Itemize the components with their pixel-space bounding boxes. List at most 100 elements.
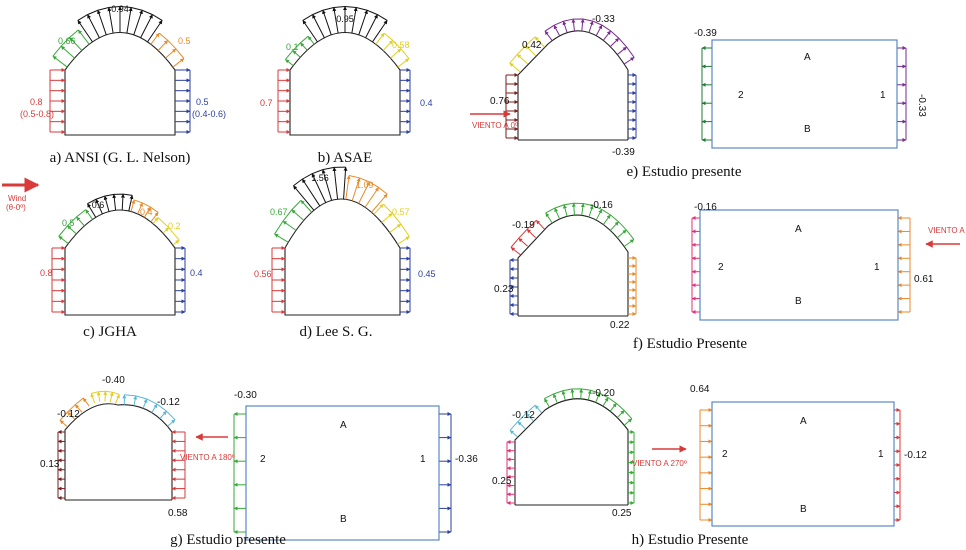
pressure-arrow [602, 397, 609, 407]
panel-f-wall-value: 0.23 [494, 284, 514, 295]
pressure-arrow [293, 185, 315, 211]
pressure-arrow [579, 388, 584, 399]
pressure-arrow [602, 30, 612, 41]
pressure-envelope [509, 404, 536, 431]
pressure-arrow [67, 411, 76, 420]
pressure-arrow [128, 194, 134, 212]
pressure-arrow [562, 20, 568, 33]
panel-g-plan [245, 405, 440, 541]
panel-f-top-value: -0.16 [590, 200, 613, 211]
panel-d-top-value: 1.56 [311, 173, 329, 183]
panel-f-caption: f) Estudio Presente [633, 336, 747, 352]
pressure-arrow [397, 58, 410, 68]
panel-h-plan-b: B [800, 504, 807, 515]
pressure-arrow [60, 45, 75, 59]
panel-e-bottom-value: -0.39 [612, 147, 635, 158]
pressure-arrow [525, 45, 536, 56]
panel-f-plan [699, 209, 899, 321]
pressure-arrow [553, 24, 561, 37]
panel-g-wind-label: VIENTO A 180º [180, 453, 235, 462]
pressure-arrow [358, 181, 370, 204]
panel-a-building [64, 32, 176, 136]
panel-g-building [64, 403, 173, 500]
pressure-arrow [274, 233, 289, 243]
panel-d-arc-right-top-value: 1.09 [356, 180, 374, 190]
panel-h-left-value: -0.12 [512, 410, 535, 421]
pressure-envelope [91, 390, 120, 396]
panel-a-top-value: 0.94 [111, 4, 129, 14]
pressure-arrow [616, 410, 625, 418]
panel-e-plan-right-value: -0.33 [916, 94, 927, 117]
pressure-arrow [544, 30, 553, 41]
panel-b-top-value: 0.95 [336, 14, 354, 24]
pressure-arrow [616, 46, 627, 55]
pressure-arrow [167, 419, 176, 427]
pressure-envelope [509, 36, 536, 64]
panel-f-plan-right-value: 0.61 [914, 274, 934, 285]
panel-b-caption: b) ASAE [318, 150, 373, 166]
panel-e-left-value: 0.42 [522, 40, 542, 51]
panel-d-caption: d) Lee S. G. [300, 324, 373, 340]
panel-g-plan-2: 2 [260, 454, 266, 465]
panel-f: -0.19 -0.16 0.23 0.22 -0.16 0.61 VIENTO … [494, 200, 966, 352]
pressure-arrow [157, 40, 169, 51]
pressure-arrow [59, 419, 68, 428]
panel-d-right-value: 0.45 [418, 269, 436, 279]
pressure-arrow [172, 239, 180, 246]
panel-a-left-range: (0.5-0.8) [20, 109, 54, 119]
pressure-arrow [130, 199, 136, 212]
panel-e-wall-value: 0.76 [490, 96, 510, 107]
pressure-arrow [358, 9, 368, 36]
pressure-arrow [69, 37, 83, 51]
pressure-arrow [58, 235, 69, 244]
pressure-arrow [595, 24, 603, 36]
pressure-arrow [133, 9, 143, 36]
pressure-arrow [285, 59, 294, 67]
pressure-arrow [76, 216, 85, 227]
panel-g-plan-1: 1 [420, 454, 426, 465]
pressure-arrow [535, 220, 545, 230]
pressure-arrow [90, 393, 96, 404]
panel-f-building [517, 214, 629, 316]
panel-e-plan-b: B [804, 124, 811, 135]
pressure-arrow [300, 200, 313, 213]
panel-b-left-value: 0.7 [260, 98, 273, 108]
panel-h-plan [711, 401, 895, 527]
panel-h-plan-tl-value: 0.64 [690, 384, 710, 395]
panel-g-left-value: -0.12 [57, 409, 80, 420]
pressure-arrow [561, 390, 566, 401]
pressure-envelope [124, 394, 176, 421]
pressure-arrow [351, 177, 361, 201]
pressure-arrow [595, 209, 603, 221]
pressure-arrow [292, 50, 301, 58]
pressure-envelope [544, 18, 635, 58]
pressure-arrow [343, 166, 348, 200]
pressure-arrow [87, 203, 97, 218]
pressure-arrow [151, 403, 158, 413]
panel-e-plan [711, 39, 898, 149]
pressure-arrow [332, 7, 339, 34]
panel-b-right-value: 0.4 [420, 98, 433, 108]
pressure-arrow [375, 32, 385, 45]
pressure-envelope [510, 220, 537, 248]
panel-g-top-value: -0.40 [102, 375, 125, 386]
panel-h-bottom-value: 0.25 [612, 508, 632, 519]
pressure-arrow [382, 40, 394, 51]
wind-legend-label: Wind [8, 194, 26, 203]
panel-a-caption: a) ANSI (G. L. Nelson) [50, 150, 191, 166]
pressure-arrow [525, 412, 534, 421]
panel-f-wind-label: VIENTO A 90 [928, 226, 966, 235]
pressure-envelope [274, 200, 302, 235]
pressure-arrow [112, 193, 117, 211]
panel-h-plan-2: 2 [722, 449, 728, 460]
panel-d-arc-right-value: 0.57 [392, 207, 410, 217]
panel-d-building [284, 198, 401, 316]
pressure-arrow [623, 239, 635, 247]
pressure-arrow [301, 178, 321, 207]
pressure-arrow [534, 36, 545, 48]
pressure-arrow [109, 391, 114, 403]
panel-b-arc-left-value: 0.1 [286, 42, 299, 52]
pressure-arrow [77, 20, 93, 43]
panel-f-plan-1: 1 [874, 262, 880, 273]
panel-a-right-value: 0.5 [196, 97, 209, 107]
